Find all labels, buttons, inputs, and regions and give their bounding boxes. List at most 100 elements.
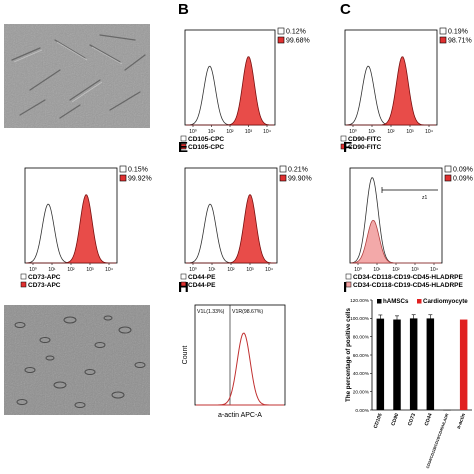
x-tick-label: 10¹ (48, 267, 56, 273)
series-label: CD73-APC (28, 282, 61, 289)
legend-swatch (277, 36, 285, 44)
panel-label: I (343, 279, 347, 296)
series-swatch (180, 135, 187, 142)
legend-value: 99.68% (286, 38, 310, 45)
histogram-panel-1: B 10⁰ 10¹ 10² 10³ 10⁴ 0.12% 99.68% CD105-CPCCD10… (178, 1, 310, 151)
legend-value: 0.19% (448, 29, 468, 36)
series-swatch (340, 135, 347, 142)
x-tick-label: 10⁰ (354, 267, 362, 273)
legend-value: 0.15% (128, 167, 148, 174)
bar (426, 318, 435, 410)
axis-frame (184, 29, 276, 126)
bar (409, 318, 418, 410)
distribution-1 (25, 203, 116, 264)
x-tick-label: 10⁰ (189, 267, 197, 273)
x-tick-label: 10¹ (373, 267, 381, 273)
x-tick-label: 10¹ (208, 267, 216, 273)
series-swatch (180, 281, 187, 288)
x-tick-label: 10³ (86, 267, 94, 273)
legend-swatch (444, 165, 452, 173)
y-tick-label: 20.00% (353, 389, 370, 395)
x-tick-label: 10² (392, 267, 400, 273)
y-tick-label: 100.00% (350, 316, 370, 322)
series-swatch (20, 281, 27, 288)
x-tick-label: 10⁰ (189, 129, 197, 135)
axis-frame (24, 167, 118, 264)
bar-panel-i: I 0.00% 20.00% 40.00% 60.00% 80.00% 100.00% 120… (343, 279, 472, 469)
y-axis-label: Count (182, 346, 189, 365)
x-tick-label: 10³ (246, 267, 254, 273)
category-label: CD44 (424, 412, 434, 426)
gate-label: z1 (422, 195, 428, 201)
axis-frame (344, 29, 438, 126)
micrograph-a (4, 24, 150, 128)
legend-value: 99.90% (288, 176, 312, 183)
panel-label: E (178, 139, 188, 156)
legend-swatch (279, 174, 287, 182)
legend-swatch (279, 165, 287, 173)
axis-frame (184, 167, 278, 264)
distribution-2 (186, 194, 276, 264)
series-label: CD105-CPC (188, 136, 224, 143)
bar (459, 319, 468, 410)
series-swatch (340, 143, 347, 150)
x-tick-label: 10² (387, 129, 395, 135)
y-tick-label: 60.00% (353, 353, 370, 359)
series-label: CD105-CPC (188, 144, 224, 151)
legend-value: 0.12% (286, 29, 306, 36)
category-label: CD105 (373, 412, 384, 429)
micrograph-g (4, 305, 150, 415)
legend-swatch (277, 27, 285, 35)
series-swatch (180, 143, 187, 150)
histogram-panel-4: E 10⁰ 10¹ 10² 10³ 10⁴ 0.21% 99.90% CD44-PECD44-P… (178, 139, 312, 289)
gate-left-label: V1L(1.33%) (197, 309, 225, 315)
series-swatch (180, 273, 187, 280)
legend-value: 99.92% (128, 176, 152, 183)
distribution-1 (196, 332, 284, 406)
y-axis-label: The percentage of positive cells (345, 308, 352, 402)
histogram-panel-2: C 10⁰ 10¹ 10² 10³ 10⁴ 0.19% 98.71% CD90-FITCCD90… (340, 1, 472, 151)
series-label: CD90-FITC (348, 136, 382, 143)
x-tick-label: 10⁴ (430, 267, 438, 273)
legend-label: hAMSCs (383, 298, 409, 305)
series-label: CD34-CD118-CD19-CD45-HLADRPE (353, 282, 463, 289)
distribution-2 (350, 219, 441, 264)
x-tick-label: 10⁴ (105, 267, 113, 273)
series-swatch (345, 273, 352, 280)
legend-label: Cardiomyocyte (423, 298, 468, 305)
y-tick-label: 0.00% (355, 408, 369, 414)
y-tick-label: 40.00% (353, 371, 370, 377)
legend-swatch (444, 174, 452, 182)
series-label: CD90-FITC (348, 144, 382, 151)
distribution-2 (186, 56, 274, 126)
series-label: CD34-CD118-CD19-CD45-HLADRPE (353, 274, 463, 281)
gate-right-label: V1R(98.67%) (232, 309, 263, 315)
legend-swatch (119, 165, 127, 173)
x-tick-label: 10³ (411, 267, 419, 273)
series-label: CD44-PE (188, 274, 216, 281)
category-label: CD73 (407, 412, 417, 426)
legend-swatch (377, 299, 382, 304)
x-tick-label: 10⁰ (349, 129, 357, 135)
x-tick-label: 10² (67, 267, 75, 273)
bar (443, 409, 451, 411)
x-tick-label: 10¹ (208, 129, 216, 135)
legend-swatch (119, 174, 127, 182)
legend-swatch (439, 27, 447, 35)
histogram-panel-5: F 10⁰ 10¹ 10² 10³ 10⁴ 0.09% 0.09% CD34-CD118-CD1… (343, 139, 473, 289)
y-tick-label: 80.00% (353, 334, 370, 340)
x-axis-label: a-actin APC-A (218, 412, 262, 419)
category-label: a-actin (456, 413, 467, 430)
series-label: CD73-APC (28, 274, 61, 281)
x-tick-label: 10² (226, 129, 234, 135)
x-tick-label: 10¹ (368, 129, 376, 135)
x-tick-label: 10⁴ (265, 267, 273, 273)
axis-frame (349, 167, 443, 264)
distribution-2 (26, 194, 116, 264)
series-label: CD44-PE (188, 282, 216, 289)
bar (393, 319, 401, 410)
series-swatch (20, 273, 27, 280)
axis-frame (194, 304, 286, 406)
legend-value: 0.09% (453, 167, 473, 174)
distribution-1 (186, 65, 274, 126)
